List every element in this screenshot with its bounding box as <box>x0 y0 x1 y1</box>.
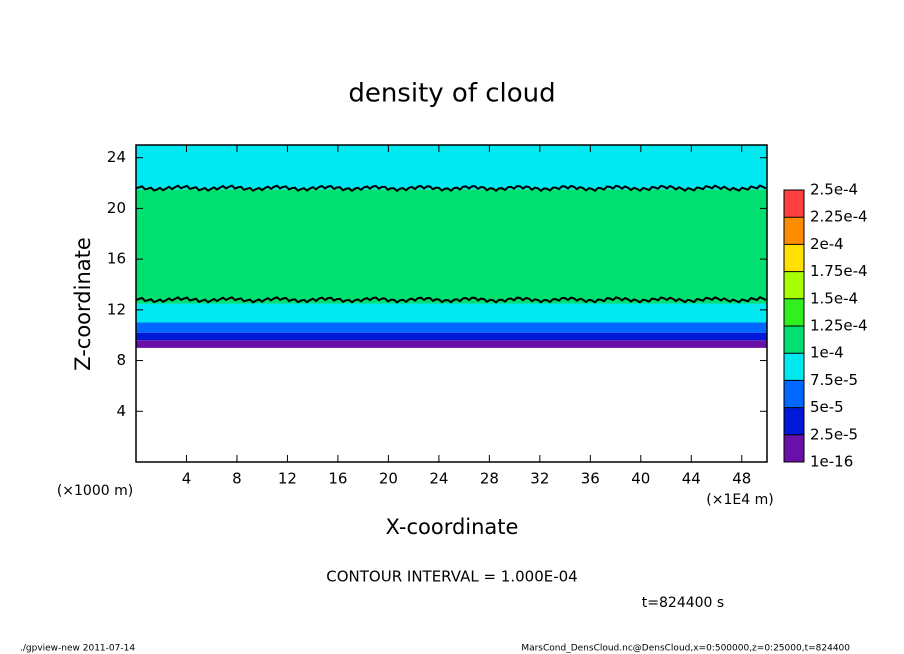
y-tick-label: 20 <box>107 199 126 217</box>
footer-right: MarsCond_DensCloud.nc@DensCloud,x=0:5000… <box>521 644 850 654</box>
field-band <box>136 145 767 190</box>
contour-line <box>135 296 767 304</box>
colorbar-label: 2.5e-5 <box>810 425 858 443</box>
field-band <box>136 340 767 348</box>
field-band <box>136 189 767 304</box>
chart-title: density of cloud <box>348 79 555 109</box>
colorbar-label: 2e-4 <box>810 235 844 253</box>
field-band <box>136 303 767 323</box>
colorbar-label: 1.75e-4 <box>810 262 868 280</box>
contour-line <box>135 184 767 193</box>
x-tick-label: 12 <box>278 470 297 488</box>
time-label: t=824400 s <box>642 595 724 611</box>
colorbar-box <box>784 407 804 435</box>
x-tick-label: 24 <box>429 470 448 488</box>
colorbar-box <box>784 271 804 299</box>
colorbar-label: 7.5e-5 <box>810 371 858 389</box>
x-tick-label: 36 <box>581 470 600 488</box>
colorbar-box <box>784 217 804 245</box>
colorbar-label: 1.25e-4 <box>810 317 868 335</box>
x-tick-label: 16 <box>328 470 347 488</box>
x-axis-label: X-coordinate <box>386 515 519 539</box>
x-tick-label: 40 <box>631 470 650 488</box>
x-tick-label: 4 <box>182 470 192 488</box>
y-tick-label: 16 <box>107 250 126 268</box>
colorbar-box <box>784 380 804 408</box>
field-band <box>136 332 767 341</box>
y-tick-label: 24 <box>107 148 126 166</box>
colorbar-box <box>784 190 804 218</box>
x-tick-label: 8 <box>232 470 242 488</box>
colorbar-box <box>784 326 804 354</box>
colorbar-label: 2.25e-4 <box>810 208 868 226</box>
colorbar-label: 2.5e-4 <box>810 181 858 199</box>
colorbar-box <box>784 434 804 462</box>
x-tick-label: 44 <box>682 470 701 488</box>
x-unit: (×1E4 m) <box>706 492 773 508</box>
y-unit: (×1000 m) <box>57 483 133 499</box>
colorbar-label: 1e-16 <box>810 453 853 471</box>
contour-interval: CONTOUR INTERVAL = 1.000E-04 <box>326 568 577 586</box>
footer-left: ./gpview-new 2011-07-14 <box>20 644 135 654</box>
x-tick-label: 20 <box>379 470 398 488</box>
colorbar-label: 1.5e-4 <box>810 289 858 307</box>
y-tick-label: 8 <box>116 351 126 369</box>
field-band <box>136 322 767 333</box>
colorbar-box <box>784 353 804 381</box>
colorbar-label: 1e-4 <box>810 344 844 362</box>
y-axis-label: Z-coordinate <box>71 237 95 371</box>
colorbar-box <box>784 244 804 272</box>
colorbar-label: 5e-5 <box>810 398 844 416</box>
x-tick-label: 32 <box>530 470 549 488</box>
x-tick-label: 28 <box>480 470 499 488</box>
plot-frame <box>135 144 768 463</box>
y-tick-label: 4 <box>116 402 126 420</box>
y-tick-label: 12 <box>107 300 126 318</box>
x-tick-label: 48 <box>732 470 751 488</box>
colorbar-box <box>784 298 804 326</box>
